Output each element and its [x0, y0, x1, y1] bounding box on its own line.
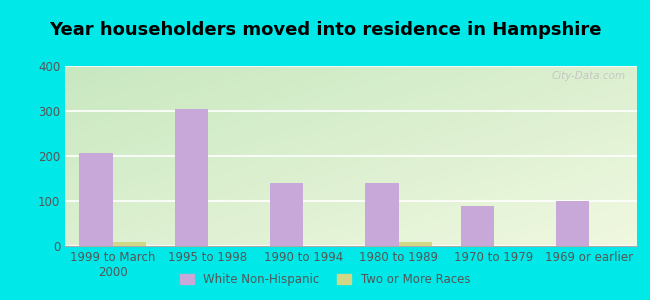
Bar — [79, 153, 112, 246]
Bar — [398, 242, 432, 246]
Bar — [270, 183, 304, 246]
Text: Year householders moved into residence in Hampshire: Year householders moved into residence i… — [49, 21, 601, 39]
Legend: White Non-Hispanic, Two or More Races: White Non-Hispanic, Two or More Races — [175, 269, 475, 291]
Bar — [175, 109, 208, 246]
Bar — [461, 206, 494, 246]
Bar — [112, 242, 146, 246]
Text: City-Data.com: City-Data.com — [551, 71, 625, 81]
Bar — [556, 202, 590, 246]
Bar — [365, 183, 398, 246]
